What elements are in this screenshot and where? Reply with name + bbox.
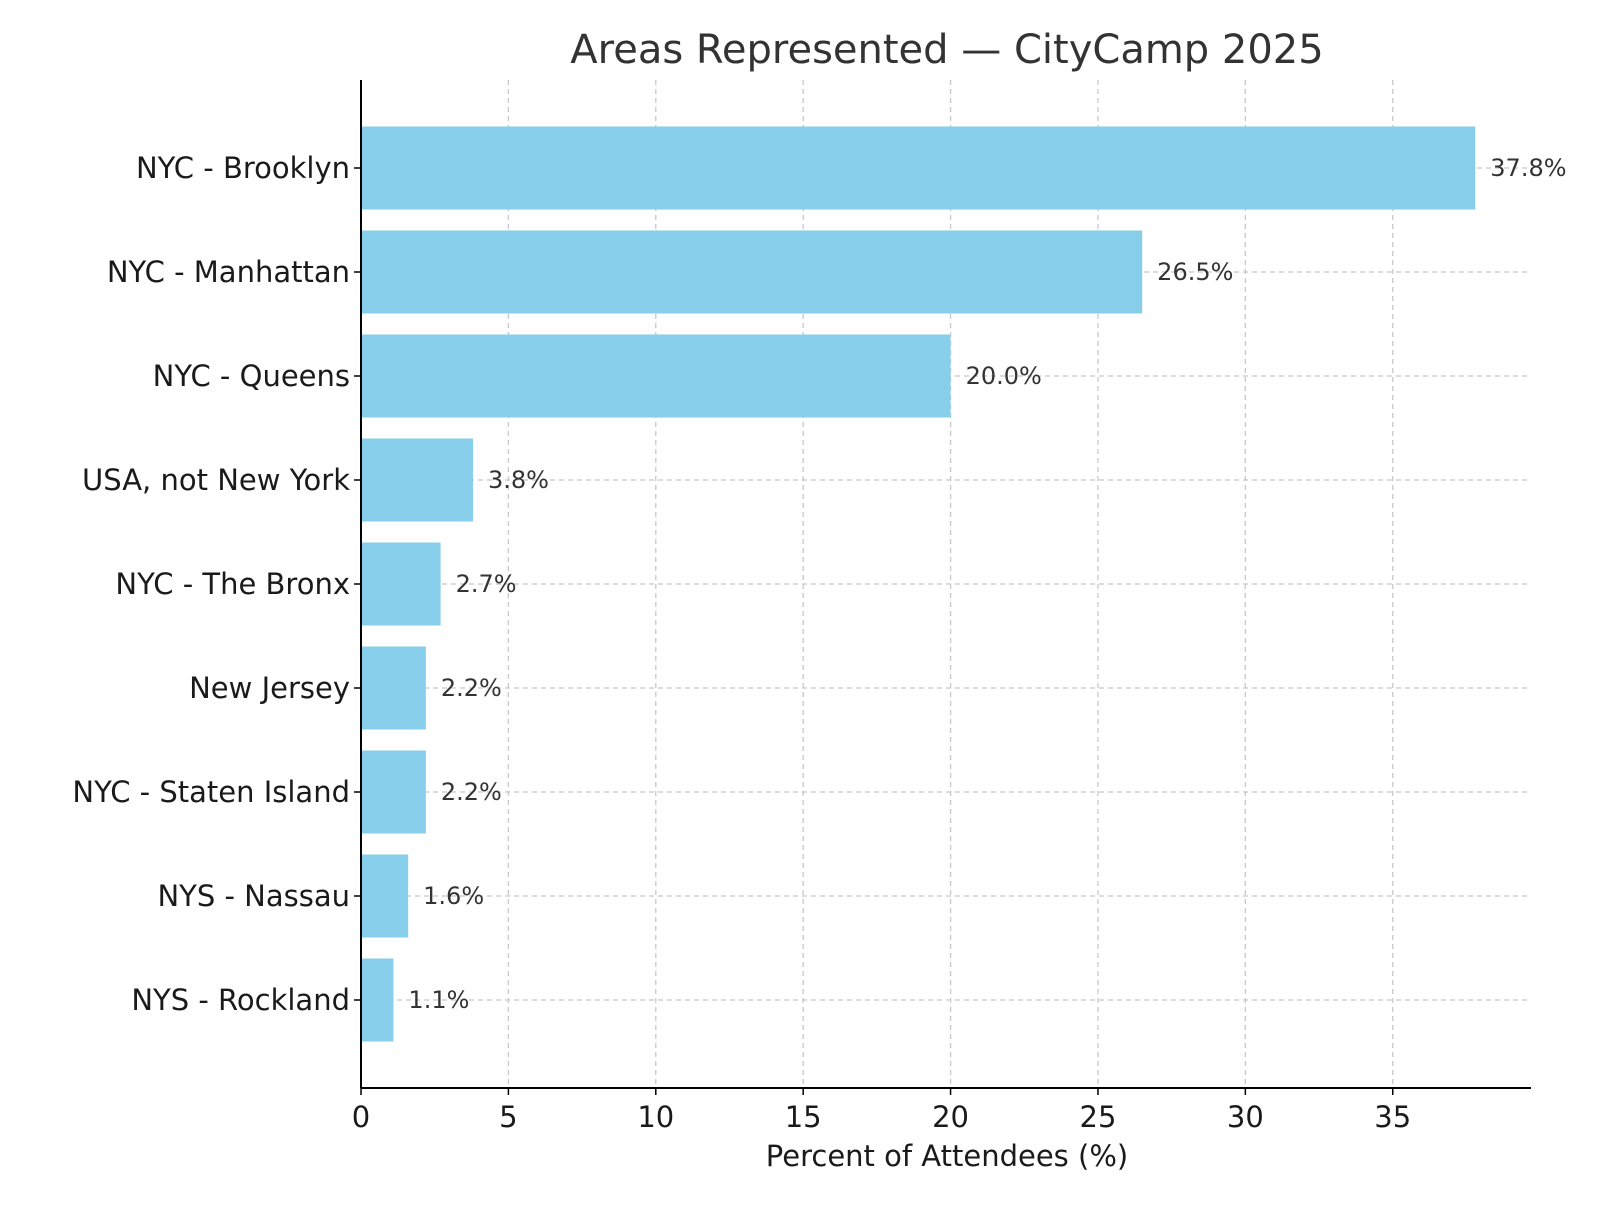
y-tick-label: New Jersey	[189, 671, 350, 705]
bar-value-label: 2.7%	[456, 570, 517, 598]
x-tick-label: 5	[499, 1100, 517, 1134]
x-tick-label: 0	[352, 1100, 370, 1134]
axis-layer: NYC - Brooklyn NYC - Manhattan NYC - Queen…	[72, 80, 1531, 1134]
y-tick-label: NYC - Brooklyn	[136, 151, 350, 185]
x-tick-label: 15	[785, 1100, 822, 1134]
y-tick-label: NYC - Manhattan	[107, 255, 350, 289]
x-tick-label: 25	[1080, 1100, 1117, 1134]
x-tick-label: 20	[932, 1100, 969, 1134]
bar-value-label: 3.8%	[488, 466, 549, 494]
bar-value-label: 1.1%	[408, 986, 469, 1014]
bar-value-label: 2.2%	[441, 674, 502, 702]
bar	[361, 646, 426, 730]
bar-value-label: 37.8%	[1490, 154, 1566, 182]
y-tick-label: NYS - Nassau	[157, 879, 350, 913]
bar	[361, 230, 1143, 314]
bar-value-label: 2.2%	[441, 778, 502, 806]
x-tick-label: 35	[1374, 1100, 1411, 1134]
y-tick-label: NYC - The Bronx	[115, 567, 350, 601]
bar	[361, 958, 394, 1042]
bar-value-label: 26.5%	[1157, 258, 1233, 286]
bar	[361, 334, 951, 418]
y-tick-label: NYS - Rockland	[131, 983, 350, 1017]
bar	[361, 750, 426, 834]
bar	[361, 126, 1476, 210]
x-tick-label: 10	[637, 1100, 674, 1134]
chart-title: Areas Represented — CityCamp 2025	[570, 27, 1323, 73]
bar-value-label: 20.0%	[966, 362, 1042, 390]
bar	[361, 542, 441, 626]
bar-layer: 37.8% 26.5% 20.0% 3.8% 2.7% 2.2% 2.2% 1.6% 1.1%	[361, 126, 1567, 1042]
x-axis-label: Percent of Attendees (%)	[766, 1139, 1128, 1173]
y-tick-label: USA, not New York	[82, 463, 350, 497]
y-tick-label: NYC - Staten Island	[72, 775, 350, 809]
bar-value-label: 1.6%	[423, 882, 484, 910]
bar	[361, 854, 409, 938]
y-tick-label: NYC - Queens	[153, 359, 350, 393]
x-tick-label: 30	[1227, 1100, 1264, 1134]
bar	[361, 438, 474, 522]
